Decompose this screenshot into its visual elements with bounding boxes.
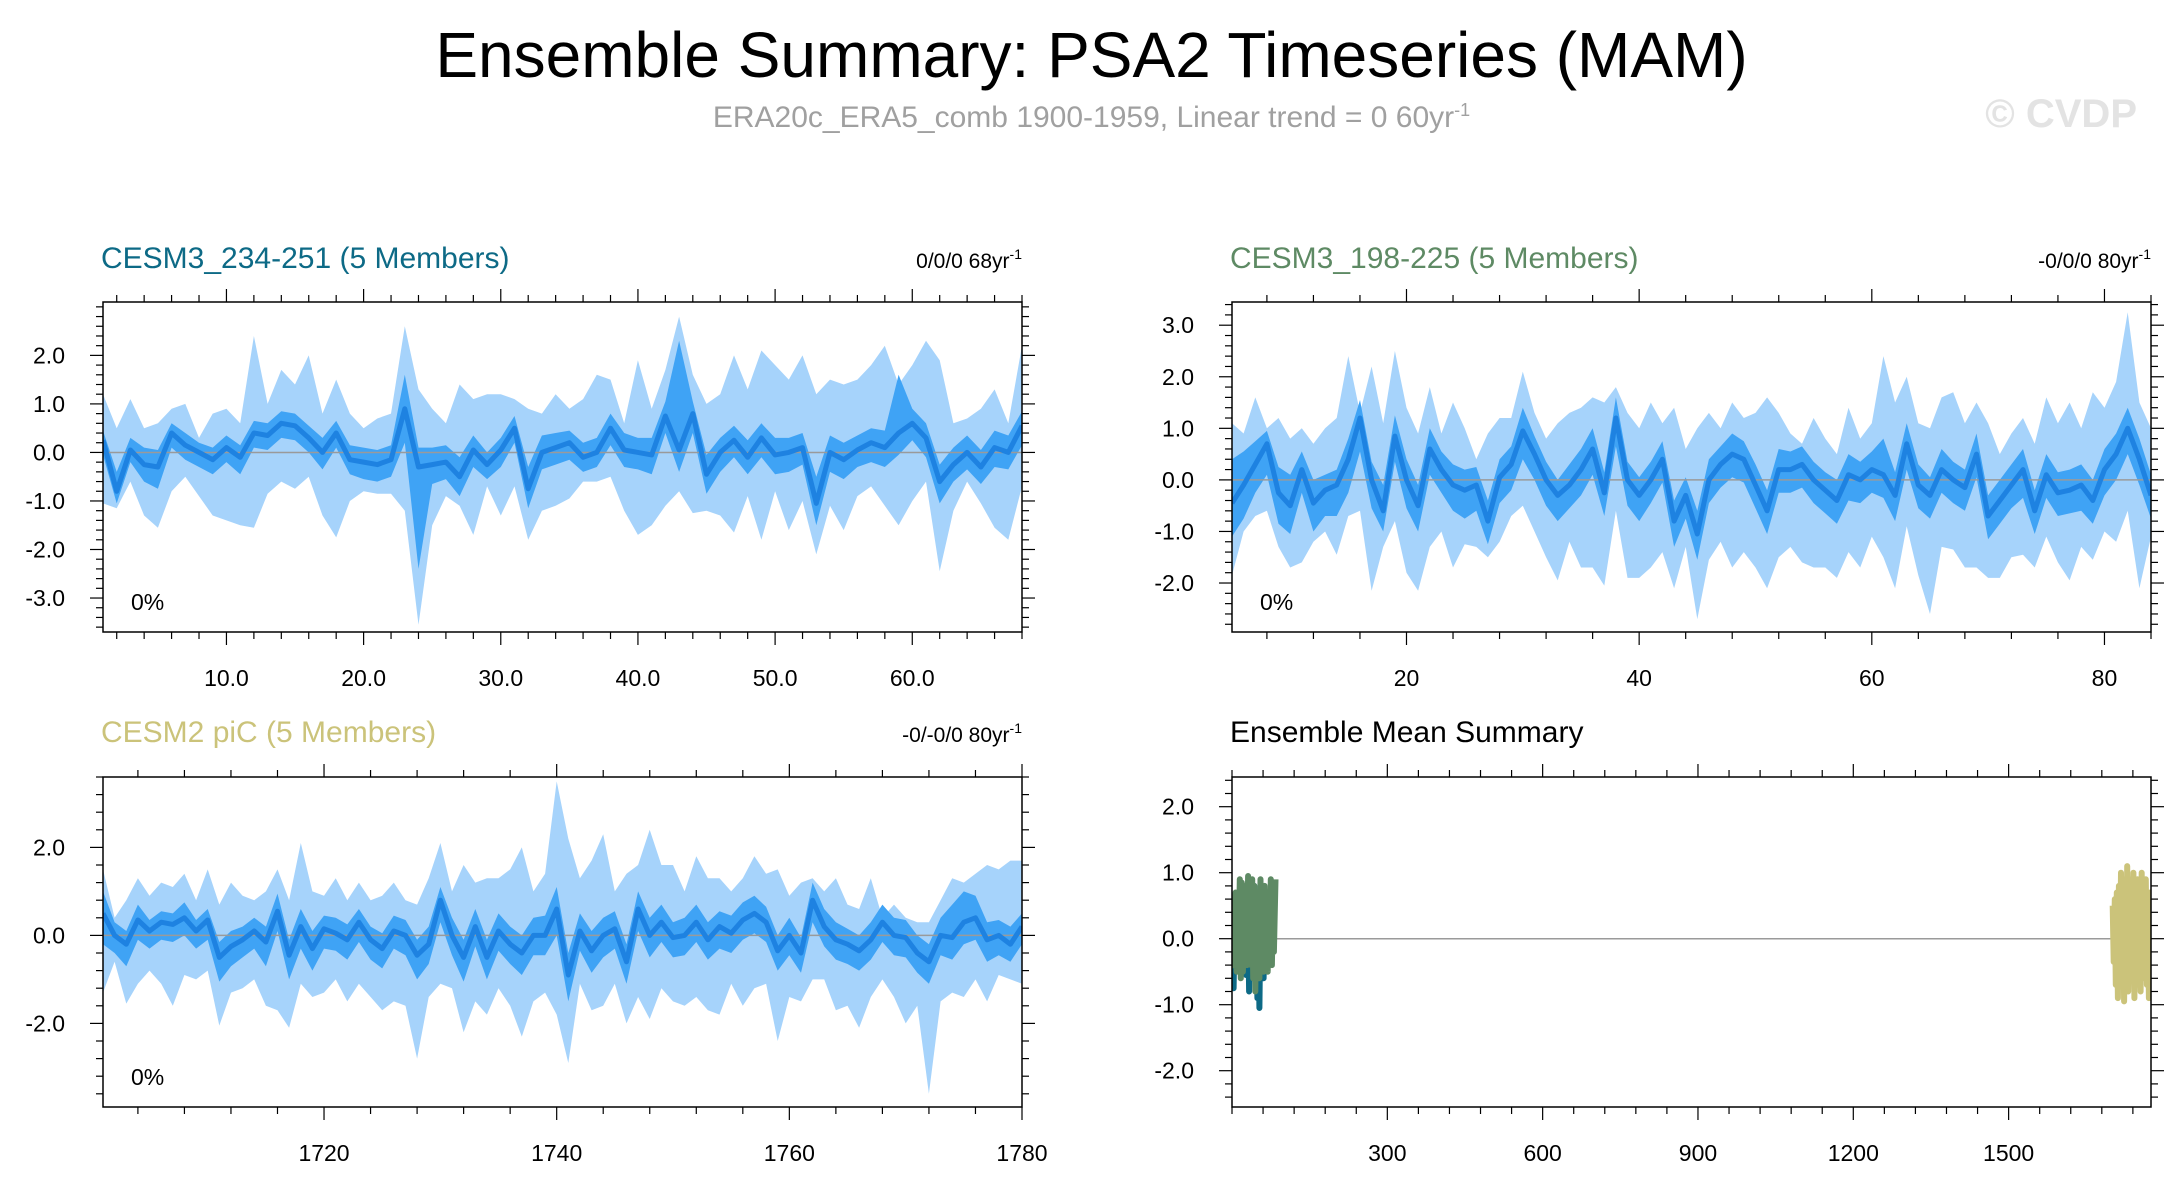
x-tick-label: 10.0 [204,665,249,691]
y-tick-label: 2.0 [1162,794,1194,820]
trend-stat-label: -0/-0/0 80yr-1 [902,720,1022,747]
trend-stat-value: -0/-0/0 80yr [902,724,1009,747]
x-tick-label: 1720 [298,1140,349,1166]
y-tick-label: 1.0 [1162,415,1194,441]
ensemble-mean-series-3 [2109,863,2151,1005]
y-tick-label: -3.0 [25,585,65,611]
chart-panel-4: 300 600 900 1200 1500 2.0 1.0 0.0 -1.0 -2.0 Ensemb… [1154,716,2164,1166]
panel-title: CESM3_198-225 (5 Members) [1230,242,1639,275]
y-tick-label: 0.0 [33,439,65,465]
y-tick-label: 2.0 [1162,364,1194,390]
x-tick-label: 60 [1859,665,1885,691]
trend-stat-label: -0/0/0 80yr-1 [2038,246,2151,273]
percent-label: 0% [131,589,164,615]
trend-stat-value: -0/0/0 80yr [2038,250,2138,273]
chart-panel-3: 1720 1740 1760 1780 2.0 0.0 -2.0 CESM2 piC (5 M… [25,716,1047,1166]
plot-frame [102,301,1023,633]
subtitle-superscript: -1 [1454,100,1471,120]
x-tick-label: 1760 [764,1140,815,1166]
trend-stat-value: 0/0/0 68yr [916,250,1009,273]
x-tick-label: 900 [1679,1140,1717,1166]
trend-stat-superscript: -1 [2139,246,2152,262]
y-tick-label: 1.0 [33,391,65,417]
chart-panel-2: 20 40 60 80 3.0 2.0 1.0 0.0 -1.0 -2.0 CESM3_198-22… [1154,242,2164,691]
chart-panel-1: 10.0 20.0 30.0 40.0 50.0 60.0 2.0 1.0 0.0 -1.0 -2.… [25,242,1035,691]
ensemble-range-band [103,316,1022,625]
y-tick-label: -2.0 [25,1010,65,1036]
y-tick-label: -1.0 [1154,518,1194,544]
percent-label: 0% [131,1064,164,1090]
y-tick-label: 3.0 [1162,312,1194,338]
y-tick-label: -1.0 [25,488,65,514]
x-tick-label: 1740 [531,1140,582,1166]
panel-title: Ensemble Mean Summary [1230,716,1583,749]
chart-data-layer [1232,863,2151,1011]
ensemble-iqr-band [103,340,1022,569]
x-tick-label: 80 [2092,665,2118,691]
panel-title: CESM2 piC (5 Members) [101,716,436,749]
x-tick-label: 1780 [996,1140,1047,1166]
y-tick-label: 0.0 [33,922,65,948]
percent-label: 0% [1260,589,1293,615]
x-tick-label: 1500 [1983,1140,2034,1166]
x-tick-label: 20.0 [341,665,386,691]
x-tick-label: 300 [1368,1140,1406,1166]
page-subtitle: ERA20c_ERA5_comb 1900-1959, Linear trend… [0,100,2183,135]
y-tick-label: 0.0 [1162,467,1194,493]
ensemble-mean-line [103,406,1022,506]
x-tick-label: 40.0 [616,665,661,691]
chart-data-layer [103,316,1022,625]
panel-title: CESM3_234-251 (5 Members) [101,242,510,275]
ensemble-range-band [1232,312,2151,620]
subtitle-text: ERA20c_ERA5_comb 1900-1959, Linear trend… [712,101,1455,134]
trend-stat-label: 0/0/0 68yr-1 [916,246,1022,273]
x-tick-label: 20 [1394,665,1420,691]
chart-data-layer [103,781,1022,1094]
x-tick-label: 50.0 [753,665,798,691]
ensemble-mean-series-2 [1232,873,1279,995]
chart-data-layer [1232,312,2151,620]
x-tick-label: 60.0 [890,665,935,691]
page-title: Ensemble Summary: PSA2 Timeseries (MAM) [435,19,1748,91]
x-tick-label: 30.0 [478,665,523,691]
plot-frame [102,776,1023,1108]
y-tick-label: -2.0 [1154,1058,1194,1084]
y-tick-label: 2.0 [33,342,65,368]
plot-frame [1231,776,2152,1108]
plot-frame [1231,301,2152,633]
y-tick-label: -2.0 [1154,570,1194,596]
ensemble-mean-line [103,897,1022,978]
y-tick-label: 2.0 [33,834,65,860]
trend-stat-superscript: -1 [1010,246,1023,262]
x-tick-label: 1200 [1828,1140,1879,1166]
y-tick-label: -1.0 [1154,992,1194,1018]
y-tick-label: 1.0 [1162,860,1194,886]
x-tick-label: 600 [1523,1140,1561,1166]
x-tick-label: 40 [1626,665,1652,691]
y-tick-label: -2.0 [25,537,65,563]
y-tick-label: 0.0 [1162,926,1194,952]
ensemble-mean-line [1232,415,2151,537]
watermark: © CVDP [1985,92,2137,136]
trend-stat-superscript: -1 [1010,720,1023,736]
